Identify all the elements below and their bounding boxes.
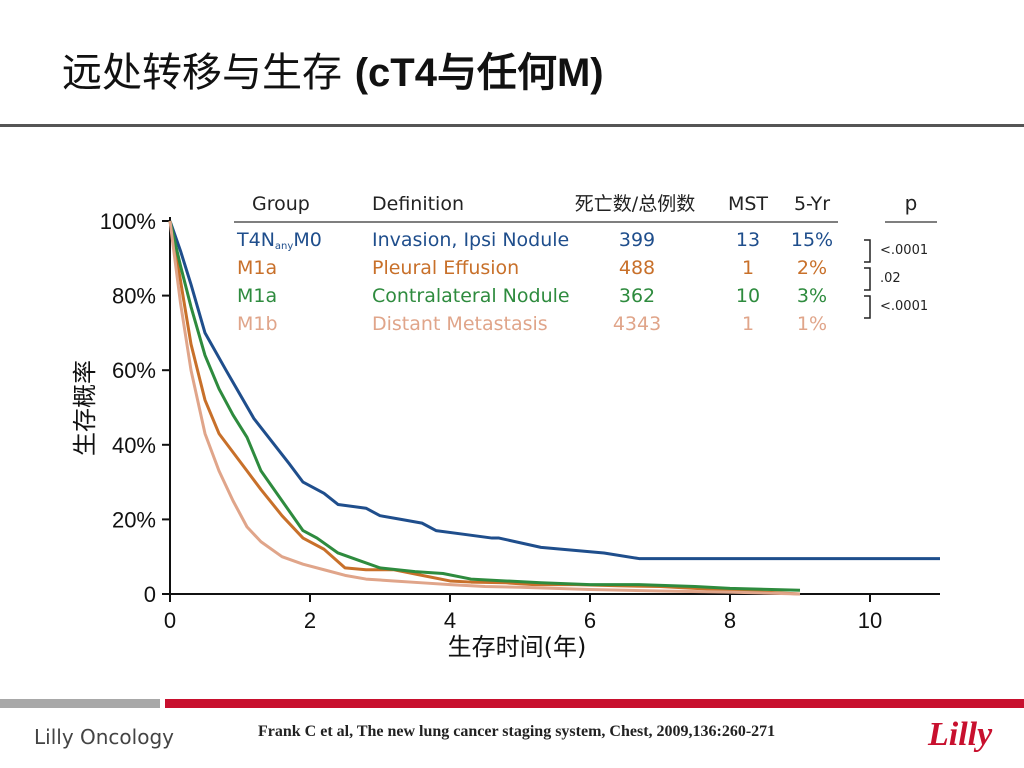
legend-mst: 1 [742, 313, 754, 335]
legend-group-main: T4N [236, 229, 275, 251]
slide-title-paren: (cT4与任何M) [354, 51, 604, 95]
p-value: <.0001 [880, 299, 928, 314]
legend-definition: Distant Metastasis [372, 313, 548, 335]
legend-header: MST [728, 193, 768, 215]
footer-brand: Lilly Oncology [34, 725, 174, 749]
y-tick-label: 40% [112, 433, 156, 458]
legend-5yr: 2% [797, 257, 827, 279]
legend-header: Definition [372, 193, 464, 215]
p-value: .02 [880, 271, 901, 286]
survival-chart: 0 20% 40% 60% 80% 100% 0 2 4 6 8 10 生存时间(年) 生存概率 Group… [71, 191, 940, 661]
title-divider [0, 124, 1024, 127]
x-tick-label: 10 [858, 608, 882, 633]
legend-definition: Invasion, Ipsi Nodule [372, 229, 569, 251]
legend-5yr: 1% [797, 313, 827, 335]
legend-group-sub: any [275, 241, 293, 252]
series-line-0 [168, 220, 940, 561]
y-tick-label: 0 [144, 582, 156, 607]
y-tick-label: 60% [112, 358, 156, 383]
p-bracket [864, 267, 871, 291]
slide-title-cn: 远处转移与生存 [62, 50, 355, 96]
y-tick-label: 80% [112, 284, 156, 309]
y-tick-label: 20% [112, 507, 156, 532]
legend-5yr: 15% [791, 229, 833, 251]
legend-group: M1b [237, 313, 278, 335]
legend-header: 死亡数/总例数 [575, 193, 695, 215]
legend-definition: Pleural Effusion [372, 257, 519, 279]
x-tick-label: 8 [724, 608, 736, 633]
y-axis-label: 生存概率 [71, 360, 99, 456]
series-line-2 [168, 220, 801, 592]
y-tick-label: 100% [100, 209, 156, 234]
legend-group-main: M1a [237, 285, 277, 307]
legend-mst: 1 [742, 257, 754, 279]
legend-mst: 10 [736, 285, 760, 307]
legend-deaths: 362 [619, 285, 655, 307]
series-line-3 [168, 220, 801, 596]
legend-mst: 13 [736, 229, 760, 251]
slide-title: 远处转移与生存 (cT4与任何M) [62, 40, 604, 98]
footer-bar-gray [0, 699, 160, 708]
legend-group-main: M1a [237, 257, 277, 279]
legend-deaths: 488 [619, 257, 655, 279]
footer-bar-red [165, 699, 1024, 708]
legend-group: M1a [237, 257, 277, 279]
p-header: p [905, 191, 918, 215]
legend-deaths: 4343 [613, 313, 661, 335]
p-value: <.0001 [880, 243, 928, 258]
legend-deaths: 399 [619, 229, 655, 251]
x-tick-label: 6 [584, 608, 596, 633]
footer-citation: Frank C et al, The new lung cancer stagi… [258, 723, 776, 740]
legend-definition: Contralateral Nodule [372, 285, 570, 307]
legend-group-tail: M0 [293, 229, 321, 251]
lilly-logo: Lilly [928, 716, 993, 753]
x-tick-label: 4 [444, 608, 456, 633]
x-tick-label: 2 [304, 608, 316, 633]
legend-header: Group [252, 193, 310, 215]
x-axis-label: 生存时间(年) [448, 633, 587, 661]
legend-group-main: M1b [237, 313, 278, 335]
p-bracket [864, 295, 871, 319]
legend-header: 5-Yr [794, 193, 830, 215]
legend-group: M1a [237, 285, 277, 307]
legend-group: T4NanyM0 [236, 229, 322, 252]
p-bracket [864, 239, 871, 263]
x-tick-label: 0 [164, 608, 176, 633]
legend-5yr: 3% [797, 285, 827, 307]
